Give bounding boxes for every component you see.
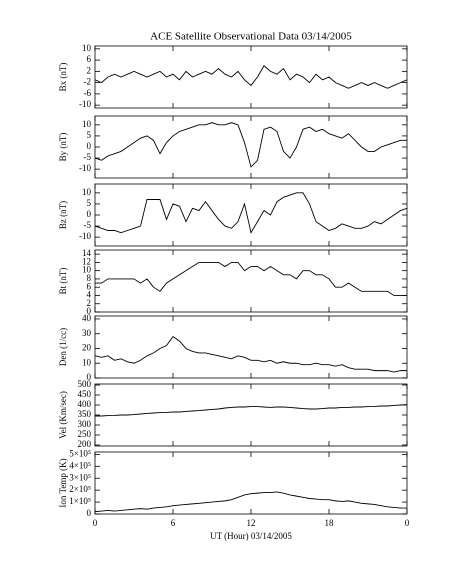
y-tick-label: 3×10⁵ — [69, 472, 91, 482]
y-tick-label: 500 — [78, 379, 92, 389]
y-tick-label: -5 — [84, 152, 92, 162]
data-line — [94, 122, 407, 168]
y-tick-label: 1×10⁵ — [69, 496, 91, 506]
y-tick-label: 20 — [82, 343, 92, 353]
y-tick-label: 5×10⁵ — [69, 448, 91, 458]
x-axis-label: UT (Hour) 03/14/2005 — [210, 531, 292, 541]
y-axis-label: Bx (nT) — [58, 63, 68, 92]
y-tick-label: 14 — [82, 248, 92, 258]
y-tick-label: 2 — [87, 298, 92, 308]
y-axis-label: Ion Temp (K) — [58, 458, 68, 507]
y-tick-label: 5 — [87, 198, 92, 208]
x-tick-label: 18 — [325, 518, 335, 528]
y-tick-label: 200 — [78, 439, 92, 449]
y-axis-label: By (nT) — [58, 133, 68, 162]
data-line — [94, 192, 408, 234]
y-tick-label: 10 — [82, 265, 92, 275]
y-tick-label: 0 — [87, 372, 92, 382]
y-tick-label: 0 — [87, 209, 92, 219]
y-tick-label: 4 — [87, 290, 92, 300]
x-tick-label: 6 — [171, 518, 176, 528]
x-tick-label: 0 — [93, 518, 98, 528]
x-tick-label: 0 — [405, 518, 410, 528]
data-line — [94, 491, 407, 513]
y-tick-label: 10 — [82, 187, 92, 197]
y-tick-label: 5 — [87, 130, 92, 140]
y-tick-label: -10 — [79, 99, 91, 109]
y-tick-label: 2 — [87, 65, 92, 75]
y-tick-label: -5 — [84, 220, 92, 230]
y-tick-label: 2×10⁵ — [69, 484, 91, 494]
y-tick-label: 6 — [87, 54, 92, 64]
data-line — [95, 404, 408, 417]
y-tick-label: 4×10⁵ — [69, 460, 91, 470]
y-tick-label: 350 — [78, 409, 92, 419]
y-tick-label: -2 — [84, 77, 92, 87]
y-tick-label: 6 — [87, 281, 92, 291]
y-tick-label: 10 — [82, 119, 92, 129]
chart-title: ACE Satellite Observational Data 03/14/2… — [150, 31, 352, 43]
y-tick-label: 0 — [87, 508, 92, 518]
y-tick-label: 12 — [82, 256, 91, 266]
y-tick-label: 10 — [82, 357, 92, 367]
y-tick-label: -10 — [79, 163, 91, 173]
y-tick-label: 40 — [82, 313, 92, 323]
y-tick-label: 450 — [78, 389, 92, 399]
x-tick-label: 12 — [247, 518, 256, 528]
y-tick-label: -10 — [79, 231, 91, 241]
data-line — [94, 336, 407, 373]
y-tick-label: 400 — [78, 399, 92, 409]
y-tick-label: -6 — [84, 88, 92, 98]
y-axis-label: Bz (nT) — [58, 201, 68, 229]
y-tick-label: 0 — [87, 141, 92, 151]
data-line — [94, 65, 408, 89]
y-tick-label: 300 — [78, 419, 92, 429]
y-axis-label: Den (1/cc) — [58, 328, 68, 366]
y-tick-label: 10 — [82, 43, 92, 53]
data-line — [95, 261, 407, 296]
y-tick-label: 8 — [87, 273, 92, 283]
y-axis-label: Bt (nT) — [58, 268, 68, 295]
y-tick-label: 250 — [78, 429, 92, 439]
y-tick-label: 0 — [87, 306, 92, 316]
y-tick-label: 30 — [82, 328, 92, 338]
y-axis-label: Vel (Km/sec) — [58, 391, 68, 439]
